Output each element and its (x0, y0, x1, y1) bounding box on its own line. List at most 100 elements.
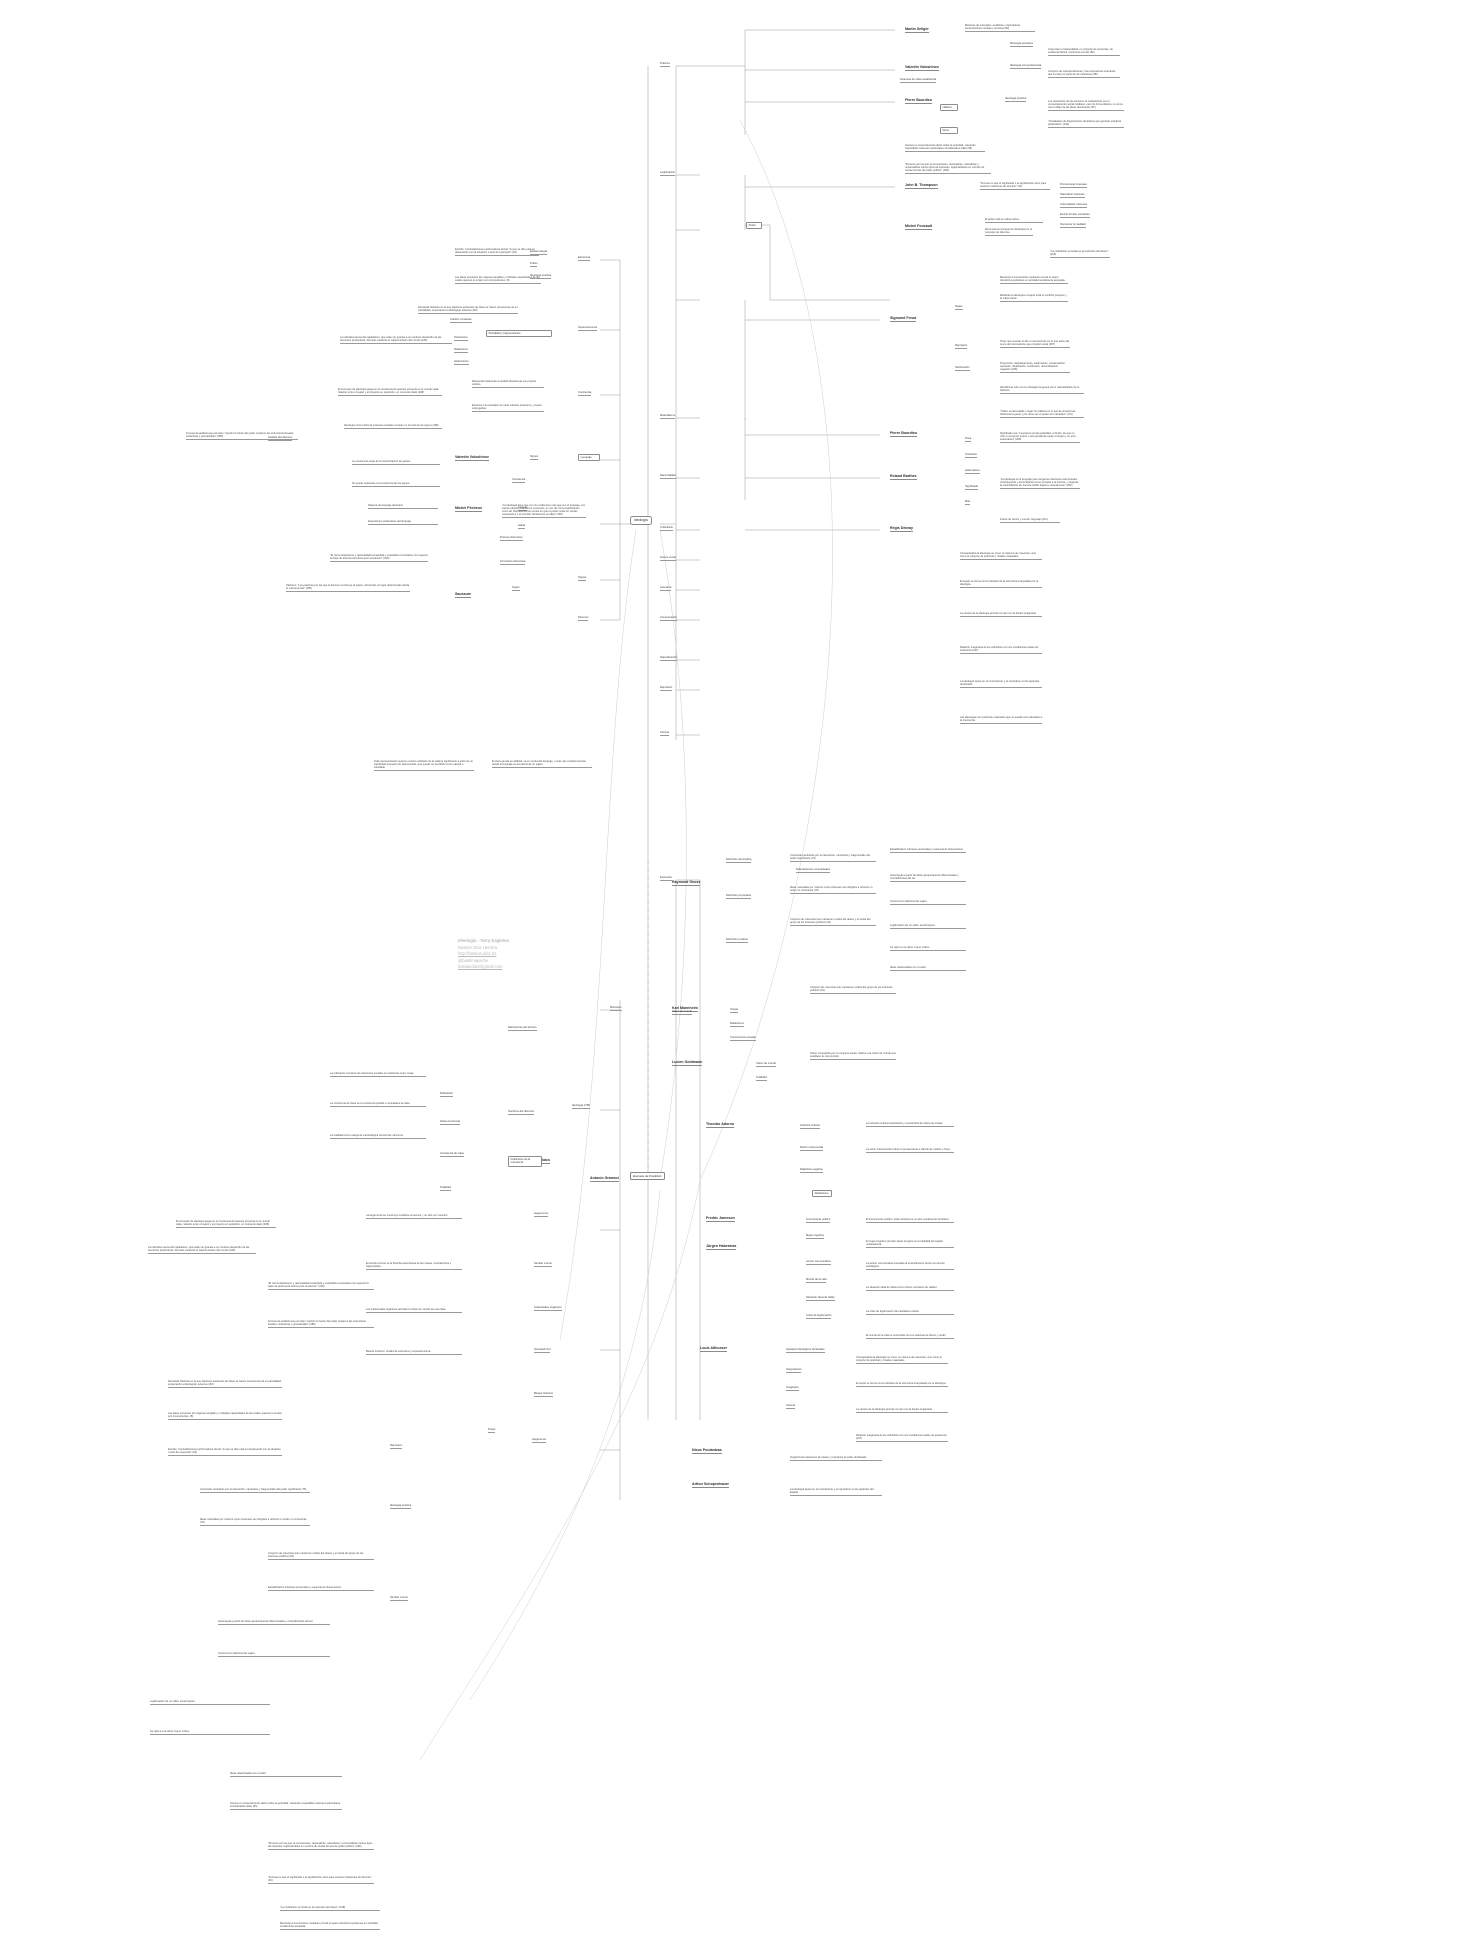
sub-sublimacion[interactable]: Sublimación (955, 366, 970, 371)
author-schopenhauer[interactable]: Arthur Schopenhauer (692, 1482, 729, 1488)
sub-doxa[interactable]: Doxa (940, 127, 958, 135)
sub-conciencia-clase[interactable]: Conciencia de clase (440, 1152, 465, 1157)
branch-contenido-cultural[interactable]: Estructura (578, 256, 591, 261)
sub-sentido-comun-2[interactable]: Sentido común (390, 1596, 408, 1601)
branch-ideologia-1798[interactable]: Ideología 1798 (572, 1104, 590, 1109)
branch-fuente[interactable]: Superestructura (578, 326, 598, 331)
branch-filosofia[interactable]: Praxis (488, 1428, 496, 1433)
branch-definiciones[interactable]: Definiciones del término (508, 1026, 537, 1031)
branch-ciencia[interactable]: Ciencia (660, 731, 669, 736)
sub-analisis-discurso[interactable]: Análisis del discurso (268, 436, 293, 441)
branch-conciencia[interactable]: Conciencia (578, 391, 592, 396)
author-geuss[interactable]: Raymond Geuss (672, 880, 701, 886)
sub-ideologia-operativa[interactable]: Ideología operativa (1010, 42, 1033, 47)
attrib-handle[interactable]: @bastimapache (458, 957, 489, 963)
sub-sujeto-psico[interactable]: Sujeto (955, 305, 963, 310)
sub-reificacion[interactable]: Reificación (440, 1092, 454, 1097)
sub-sentido-comun[interactable]: Sentido común (534, 1262, 552, 1267)
sub-finalidad-economica[interactable]: Epistemología (530, 250, 548, 255)
sub-situacion-ideal[interactable]: Situación ideal de habla (806, 1296, 835, 1301)
sub-sistemas-clase[interactable]: Sistemas de clase establecida (900, 78, 937, 83)
sub-hegemonia[interactable]: Hegemonía (534, 1212, 548, 1217)
branch-materialismo[interactable]: Materialismo (660, 414, 676, 419)
sub-aie[interactable]: Aparatos Ideológicos del Estado (786, 1348, 825, 1353)
attrib-site[interactable]: http://bastian.diaz.bz (458, 951, 497, 956)
branch-expresion[interactable]: Expresión (660, 876, 672, 881)
sub-excluir[interactable]: Excluir formas contrarias (1060, 213, 1090, 218)
branch-represion[interactable]: Represión (660, 686, 673, 691)
sub-inconsciente-politico[interactable]: Inconsciente político (806, 1218, 831, 1223)
sub-sociedad-civil[interactable]: Sociedad civil (534, 1348, 551, 1353)
author-voloshinov-2[interactable]: Valentin Voloshinov (455, 455, 489, 461)
sub-razon-instrumental[interactable]: Razón instrumental (800, 1146, 824, 1151)
sub-conocimiento-situado[interactable]: Conocimiento situado (730, 1036, 756, 1041)
sub-lengua[interactable]: Lengua (518, 506, 527, 511)
branch-marxismo[interactable]: Marxismo (610, 1006, 622, 1011)
author-jameson[interactable]: Fredric Jameson (706, 1216, 735, 1222)
sub-falsa-conciencia[interactable]: Falsa conciencia (440, 1120, 461, 1125)
branch-lenguaje[interactable]: Lenguaje (578, 454, 600, 462)
branch-literatura[interactable]: Literatura (660, 586, 672, 591)
sub-sujeto-left[interactable]: Sujeto (512, 586, 520, 591)
root-node[interactable]: Ideología (630, 516, 652, 525)
author-foucault[interactable]: Michel Foucault (905, 224, 933, 230)
sub-definicion-descriptiva[interactable]: Definición descriptiva (726, 858, 752, 863)
branch-racionalidad[interactable]: Racionalidad (660, 474, 676, 479)
sub-vision-mundo[interactable]: Visión de mundo (756, 1062, 776, 1067)
sub-imaginario[interactable]: Imaginario (786, 1386, 799, 1391)
sub-formacion-discursiva[interactable]: Formación discursiva (500, 560, 526, 565)
attrib-email[interactable]: bastiandiaz@gmail.com (458, 964, 503, 969)
branch-signos[interactable]: Signos (578, 576, 587, 581)
sub-cambio-constante[interactable]: Cambio constante (450, 318, 472, 323)
sub-historicismo[interactable]: Historicismo (454, 360, 469, 365)
sub-bloque-historico[interactable]: Bloque histórico (534, 1392, 554, 1397)
sub-definicion-positiva[interactable]: Definición positiva (726, 938, 748, 943)
sub-mundo-vida[interactable]: Mundo de la vida (806, 1278, 827, 1283)
branch-mannheim-anchor[interactable]: Visión de mundo (672, 1010, 692, 1015)
author-seliger[interactable]: Martin Seliger (905, 27, 929, 33)
sub-represion-lower[interactable]: Represión (390, 1444, 403, 1449)
author-gramsci[interactable]: Antonio Gramsci (590, 1176, 619, 1182)
sub-accion-comunicativa[interactable]: Acción comunicativa (806, 1260, 831, 1265)
sub-mapa-cognitivo[interactable]: Mapa cognitivo (806, 1234, 825, 1239)
sub-ideologia-comportamental[interactable]: Ideología comportamental (1010, 64, 1042, 69)
branch-naturalizacion[interactable]: Naturalización (660, 656, 678, 661)
branch-legitimacion[interactable]: Legitimación (660, 171, 676, 176)
author-pecheux[interactable]: Michel Pêcheux (455, 506, 482, 512)
sub-delimitaciones[interactable]: Delimitaciones conceptuales (796, 868, 831, 873)
author-adorno[interactable]: Theodor Adorno (706, 1122, 735, 1128)
author-mannheim[interactable]: Karl Mannheim (672, 1006, 698, 1012)
sub-crisis-legitimacion[interactable]: Crisis de legitimación (806, 1314, 832, 1319)
sub-interpelacion[interactable]: Interpelación (786, 1368, 802, 1373)
sub-represion-sub[interactable]: Represión (955, 344, 968, 349)
box-fetichismo[interactable]: Fetichismo de la mercancía (508, 1156, 542, 1167)
author-habermas[interactable]: Jürgen Habermas (706, 1244, 737, 1250)
sub-dialectica-negativa[interactable]: Dialéctica negativa (800, 1168, 823, 1173)
sub-finalidad-juridica[interactable]: Ideología práctica (530, 274, 552, 279)
box-pluralidad[interactable]: Pluralidad y fragmentación (486, 330, 552, 338)
branch-discurso[interactable]: Discurso (578, 616, 589, 621)
author-voloshinov[interactable]: Valentin Voloshinov (905, 65, 939, 71)
sub-universalizar[interactable]: Universalizar intereses (1060, 203, 1088, 208)
sub-definicion-peyorativa[interactable]: Definición peyorativa (726, 894, 751, 899)
branch-poder[interactable]: Poder (746, 222, 762, 230)
author-thompson[interactable]: John B. Thompson (905, 183, 938, 189)
sub-relativismo[interactable]: Relativismo (454, 348, 468, 353)
sub-proceso-discursivo[interactable]: Proceso discursivo (500, 536, 523, 541)
branch-practica[interactable]: Práctica (660, 62, 670, 67)
sub-doxa-2[interactable]: Doxa (965, 437, 972, 442)
sub-ciencia-alt[interactable]: Ciencia (786, 1404, 795, 1409)
sub-habla[interactable]: Habla (518, 524, 526, 529)
sub-intelectuales[interactable]: Intelectuales orgánicos (534, 1306, 562, 1311)
sub-signos-left[interactable]: Signos (530, 455, 539, 460)
sub-mito[interactable]: Mito (965, 500, 971, 505)
author-barthes[interactable]: Roland Barthes (890, 474, 917, 480)
sub-industria-cultural[interactable]: Industria cultural (800, 1124, 820, 1129)
sub-promocion[interactable]: Promocionar intereses (1060, 183, 1087, 188)
branch-nombres-discurso[interactable]: Nombres del discurso (508, 1110, 534, 1115)
branch-hegemonia-2[interactable]: Hegemonía (532, 1438, 546, 1443)
sub-oscurecer[interactable]: Oscurecer la realidad (1060, 223, 1086, 228)
sub-positivismo[interactable]: Positivismo (454, 336, 468, 341)
sub-heterodoxia[interactable]: Heterodoxia (965, 469, 980, 474)
author-freud[interactable]: Sigmund Freud (890, 316, 917, 322)
